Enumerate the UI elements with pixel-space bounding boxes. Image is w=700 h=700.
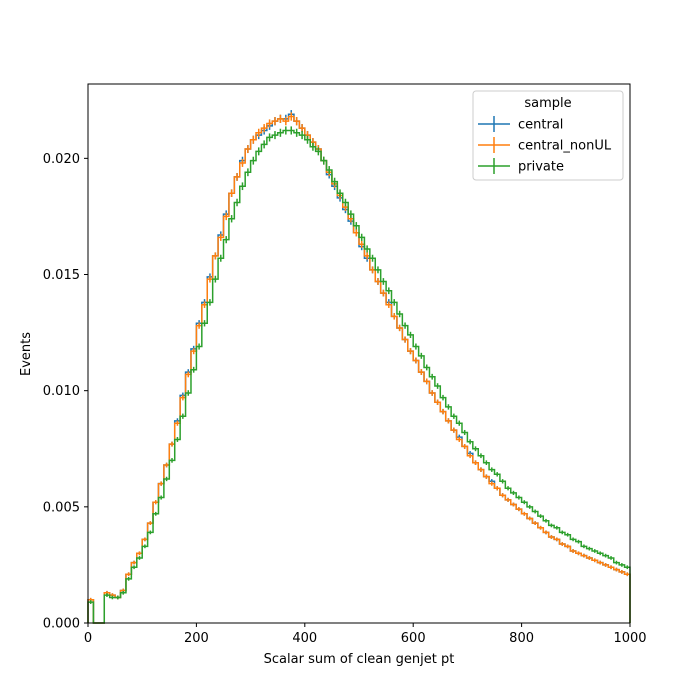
- legend-entry: private: [478, 158, 564, 175]
- x-tick-label: 200: [184, 631, 209, 646]
- legend-label: central_nonUL: [518, 139, 612, 154]
- plot-area: [87, 83, 631, 624]
- legend-box: [472, 90, 624, 181]
- legend-title: sample: [524, 96, 571, 111]
- y-axis-label: Events: [19, 332, 34, 376]
- series-step-line: [87, 129, 631, 624]
- y-axis: 0.000 0.005 0.010 0.015 0.020: [43, 152, 88, 632]
- legend-entry: central: [478, 116, 563, 133]
- y-tick-label: 0.015: [43, 268, 80, 283]
- legend-label: private: [518, 160, 564, 175]
- x-tick-label: 1000: [613, 631, 646, 646]
- x-tick-label: 0: [84, 631, 92, 646]
- y-tick-label: 0.020: [43, 152, 80, 167]
- x-axis: 0 200 400 600 800 1000: [84, 623, 647, 646]
- y-tick-label: 0.005: [43, 500, 80, 515]
- x-tick-label: 800: [509, 631, 534, 646]
- series-private: [87, 126, 631, 624]
- series-layer: [87, 110, 631, 624]
- axes-frame: [87, 83, 631, 624]
- x-axis-label: Scalar sum of clean genjet pt: [264, 652, 455, 667]
- legend-entry: central_nonUL: [478, 137, 612, 154]
- y-tick-label: 0.000: [43, 617, 80, 632]
- series-central_nonUL: [87, 112, 631, 624]
- y-tick-label: 0.010: [43, 384, 80, 399]
- legend-label: central: [518, 118, 563, 133]
- x-tick-label: 400: [292, 631, 317, 646]
- x-tick-label: 600: [401, 631, 426, 646]
- series-step-line: [87, 115, 631, 624]
